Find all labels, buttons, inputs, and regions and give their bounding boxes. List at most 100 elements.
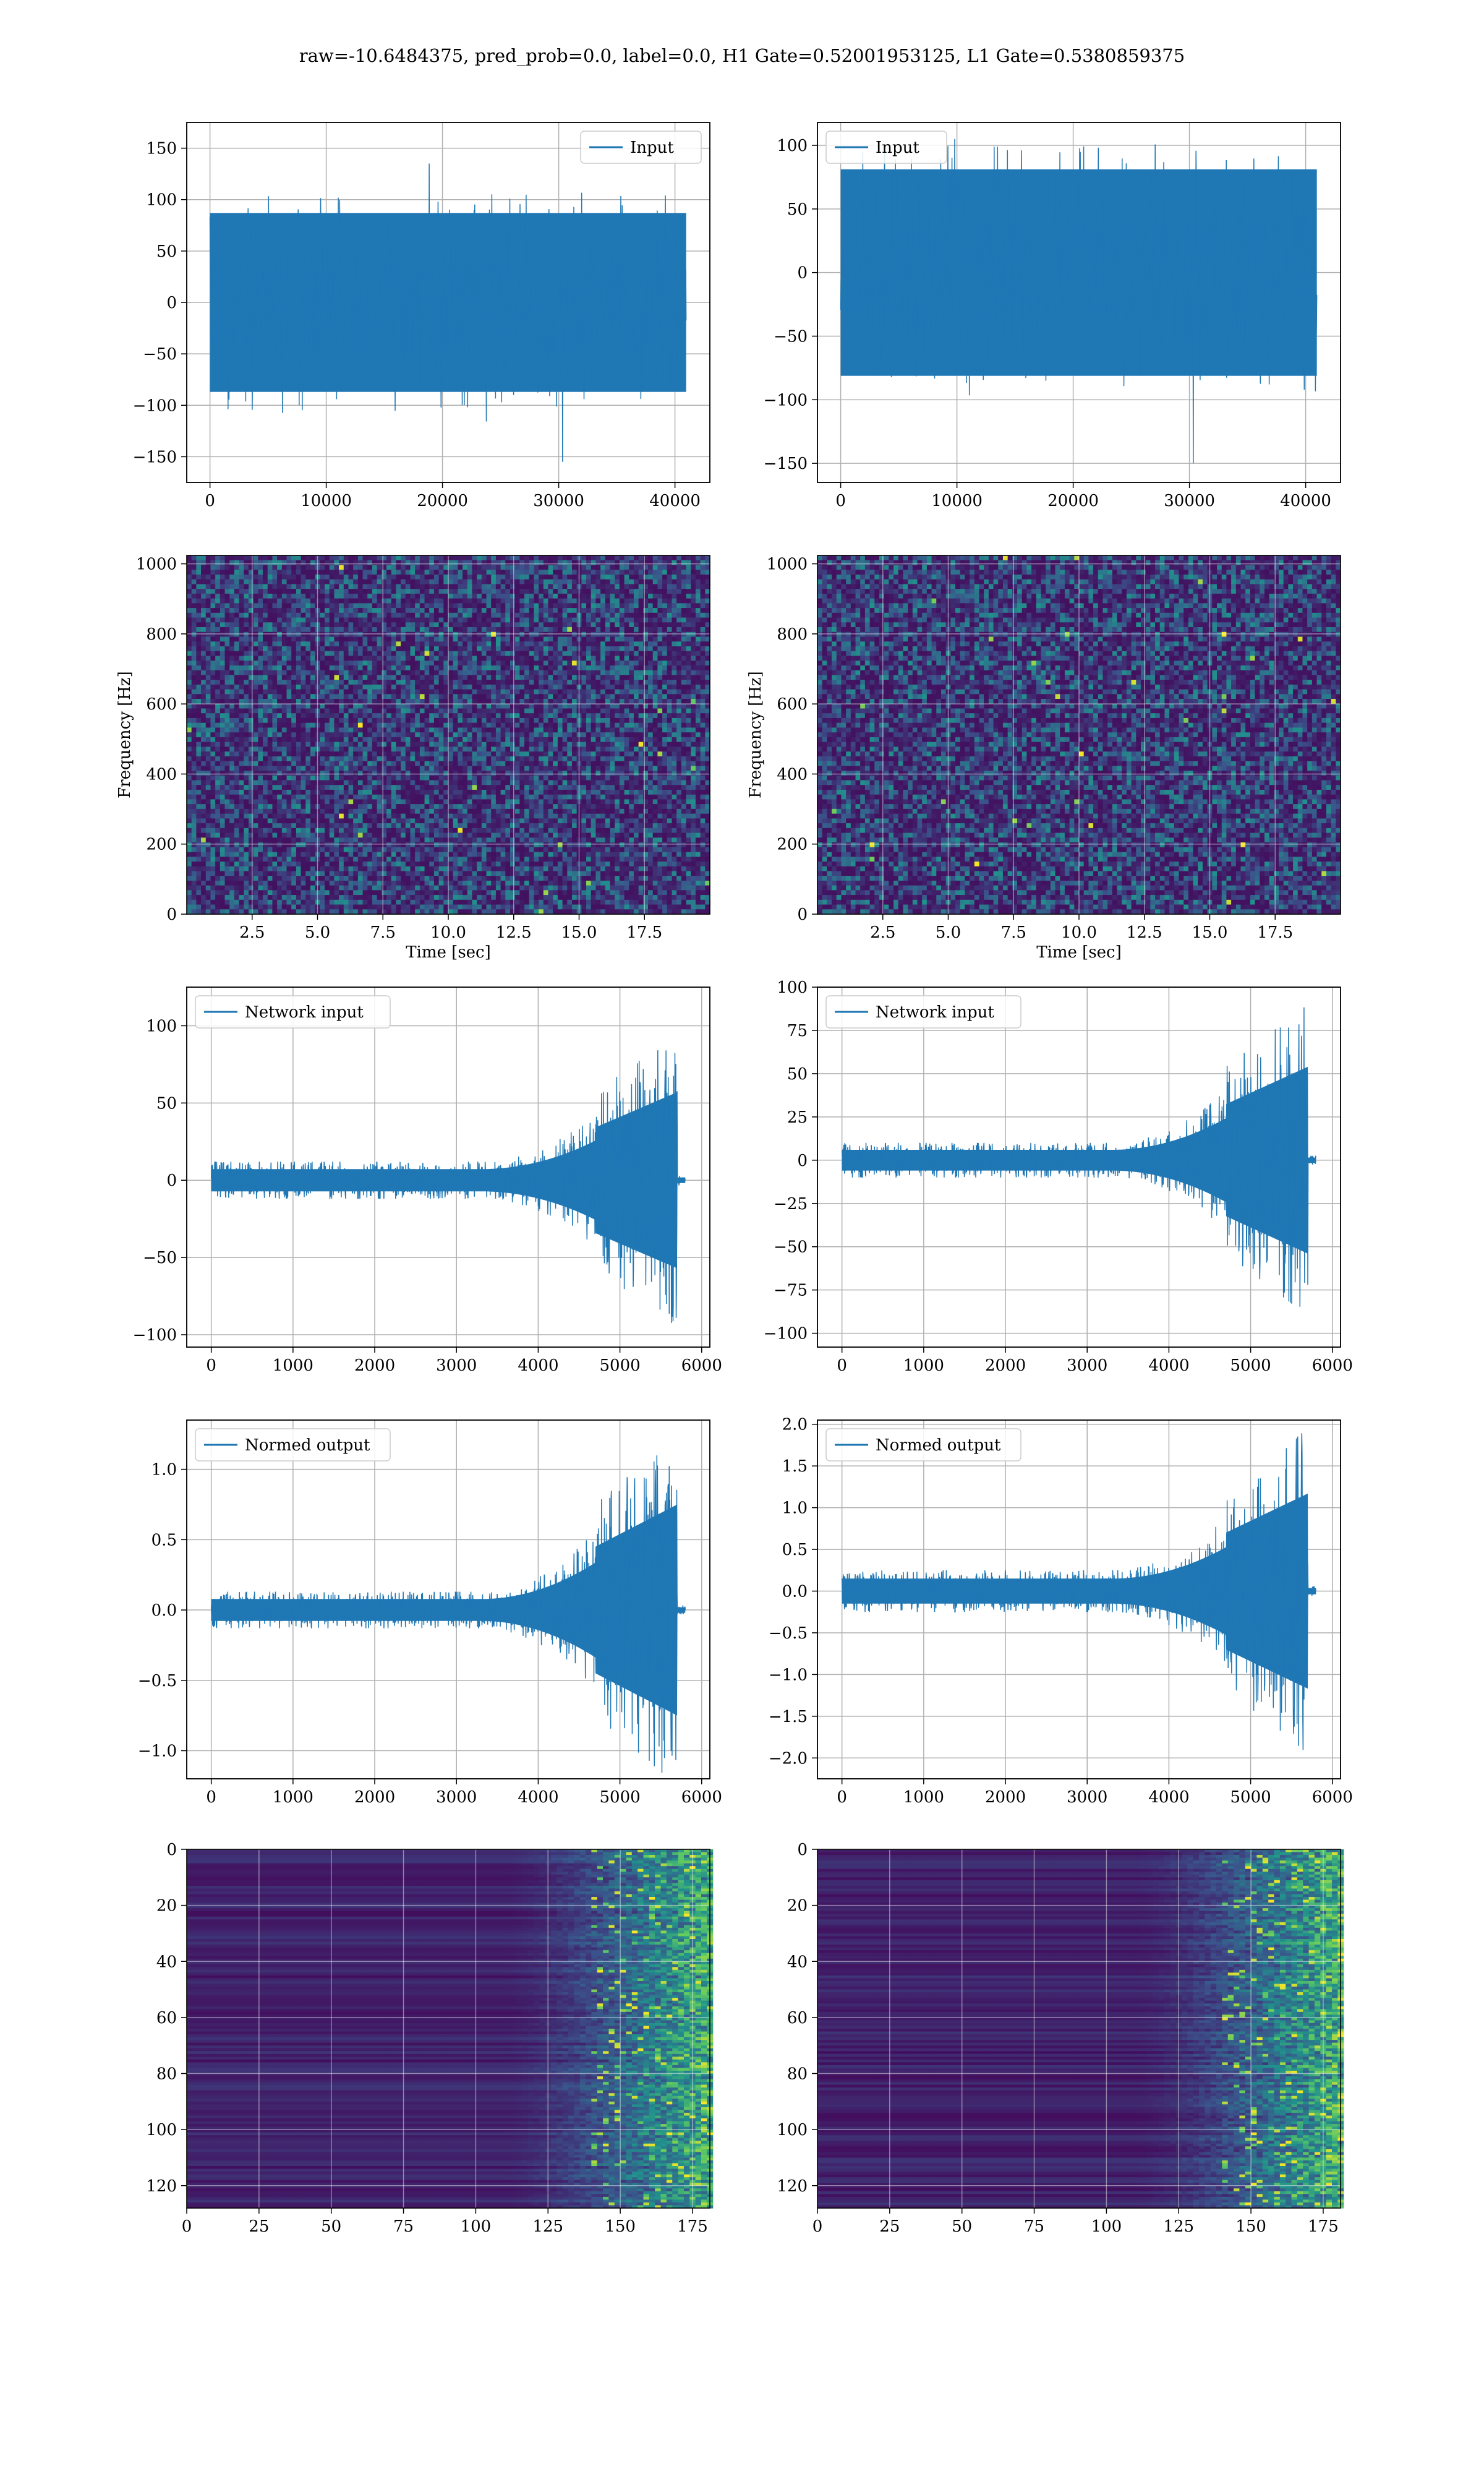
spectrogram-cell xyxy=(410,818,416,824)
spectrogram-cell xyxy=(438,828,444,834)
spectrogram-cell xyxy=(353,574,359,580)
spectrogram-cell xyxy=(438,766,444,771)
spectrogram-cell xyxy=(443,732,449,738)
spectrogram-cell xyxy=(244,876,249,881)
spectrogram-cell xyxy=(263,794,268,800)
spectrogram-cell xyxy=(187,608,192,614)
spectrogram-cell xyxy=(272,622,278,628)
spectrogram-cell xyxy=(224,636,230,642)
spectrogram-cell xyxy=(196,899,202,905)
spectrogram-cell xyxy=(377,570,382,575)
spectrogram-cell xyxy=(424,565,430,570)
spectrogram-cell xyxy=(429,665,435,671)
spectrogram-cell xyxy=(224,885,230,891)
spectrogram-cell xyxy=(196,780,202,785)
spectrogram-cell xyxy=(296,751,302,757)
spectrogram-cell xyxy=(386,708,392,714)
spectrogram-cell xyxy=(305,651,311,656)
spectrogram-cell xyxy=(229,636,235,642)
spectrogram-cell xyxy=(305,799,311,805)
spectrogram-cell xyxy=(305,828,311,834)
spectrogram-cell xyxy=(415,717,420,724)
spectrogram-cell xyxy=(234,885,240,891)
spectrogram-cell xyxy=(401,885,406,891)
spectrogram-cell xyxy=(291,742,297,747)
spectrogram-cell xyxy=(196,555,202,561)
spectrogram-cell xyxy=(343,675,349,680)
spectrogram-cell xyxy=(286,560,292,566)
spectrogram-cell xyxy=(315,727,320,733)
spectrogram-cell xyxy=(291,646,297,652)
spectrogram-cell xyxy=(429,694,435,700)
spectrogram-cell xyxy=(477,871,482,876)
spectrogram-cell xyxy=(438,780,444,785)
spectrogram-cell xyxy=(348,876,354,881)
spectrogram-cell xyxy=(296,737,302,743)
spectrogram-cell xyxy=(419,871,425,876)
spectrogram-cell xyxy=(334,904,339,910)
spectrogram-cell xyxy=(224,823,230,829)
spectrogram-cell xyxy=(263,833,268,838)
spectrogram-cell xyxy=(339,717,344,724)
spectrogram-cell xyxy=(258,747,263,752)
spectrogram-cell xyxy=(234,895,240,901)
spectrogram-cell xyxy=(191,890,197,896)
legend-box xyxy=(580,131,702,164)
spectrogram-cell xyxy=(372,885,378,891)
spectrogram-cell xyxy=(258,871,263,876)
spectrogram-cell xyxy=(210,837,216,843)
spectrogram-cell xyxy=(386,799,392,805)
spectrogram-cell xyxy=(224,876,230,881)
spectrogram-cell xyxy=(429,727,435,733)
spectrogram-cell xyxy=(329,593,335,599)
spectrogram-cell xyxy=(415,589,420,594)
spectrogram-cell xyxy=(486,656,492,661)
spectrogram-cell xyxy=(386,584,392,589)
spectrogram-cell xyxy=(263,813,268,819)
spectrogram-cell xyxy=(263,871,268,876)
spectrogram-cell xyxy=(277,833,283,838)
spectrogram-cell xyxy=(205,703,211,709)
spectrogram-cell xyxy=(357,560,364,566)
spectrogram-cell xyxy=(486,646,492,652)
spectrogram-cell xyxy=(401,909,406,915)
spectrogram-cell xyxy=(481,612,487,618)
spectrogram-cell xyxy=(248,771,254,776)
spectrogram-cell xyxy=(329,641,335,647)
spectrogram-cell xyxy=(429,789,435,795)
spectrogram-cell xyxy=(224,799,230,805)
spectrogram-cell xyxy=(305,732,311,738)
spectrogram-cell xyxy=(443,651,449,656)
spectrogram-cell xyxy=(320,598,325,604)
spectrogram-cell xyxy=(396,789,401,795)
spectrogram-cell xyxy=(448,794,454,800)
spectrogram-cell xyxy=(415,665,420,671)
spectrogram-cell xyxy=(291,871,297,876)
spectrogram-cell xyxy=(386,866,392,871)
spectrogram-cell xyxy=(267,837,273,843)
spectrogram-cell xyxy=(320,608,325,614)
spectrogram-cell xyxy=(281,603,288,609)
spectrogram-cell xyxy=(377,751,382,757)
spectrogram-cell xyxy=(433,680,440,685)
spectrogram-cell xyxy=(234,732,240,738)
spectrogram-cell xyxy=(196,636,202,642)
spectrogram-cell xyxy=(453,608,458,614)
spectrogram-cell xyxy=(205,651,211,656)
spectrogram-cell xyxy=(234,689,240,695)
spectrogram-cell xyxy=(396,780,401,785)
spectrogram-cell xyxy=(443,751,449,757)
spectrogram-cell xyxy=(325,804,330,810)
spectrogram-cell xyxy=(263,804,268,810)
spectrogram-cell xyxy=(495,579,501,584)
spectrogram-cell xyxy=(263,665,268,671)
spectrogram-cell xyxy=(357,818,364,824)
spectrogram-cell xyxy=(210,747,216,752)
spectrogram-cell xyxy=(458,751,463,757)
spectrogram-cell xyxy=(491,713,497,719)
spectrogram-cell xyxy=(491,560,497,566)
spectrogram-cell xyxy=(220,833,226,838)
spectrogram-cell xyxy=(239,828,244,834)
spectrogram-cell xyxy=(481,823,487,829)
spectrogram-cell xyxy=(263,747,268,752)
